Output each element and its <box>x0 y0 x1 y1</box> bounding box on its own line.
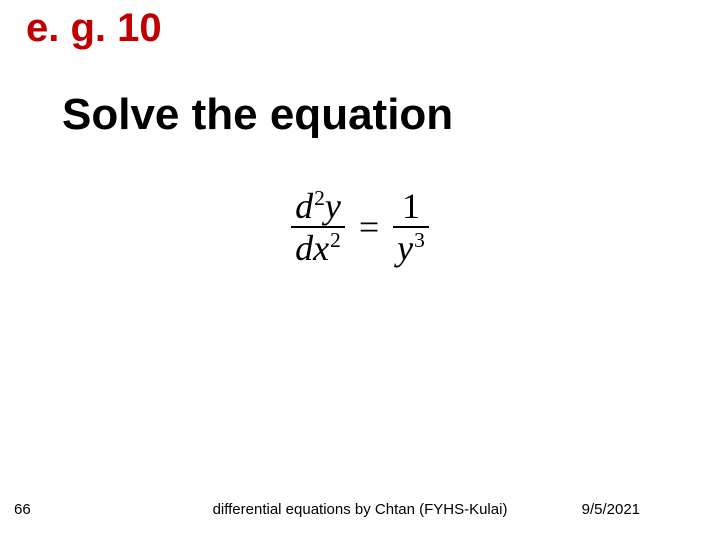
lhs-fraction: d2y dx2 <box>291 186 345 268</box>
rhs-den-y: y <box>397 228 413 268</box>
equation: d2y dx2 = 1 y3 <box>230 186 490 268</box>
rhs-fraction: 1 y3 <box>393 186 429 268</box>
lhs-denominator: dx2 <box>291 228 345 268</box>
rhs-numerator: 1 <box>398 186 424 226</box>
lhs-den-sup: 2 <box>330 228 341 252</box>
lhs-den-dx: dx <box>295 228 329 268</box>
lhs-num-sup: 2 <box>314 186 325 210</box>
slide-subtitle: Solve the equation <box>62 90 453 140</box>
example-title: e. g. 10 <box>26 6 162 51</box>
rhs-den-sup: 3 <box>414 228 425 252</box>
equals-sign: = <box>359 206 379 248</box>
rhs-denominator: y3 <box>393 228 429 268</box>
slide: e. g. 10 Solve the equation d2y dx2 = 1 … <box>0 0 720 540</box>
lhs-numerator: d2y <box>291 186 345 226</box>
footer-date: 9/5/2021 <box>582 501 640 518</box>
lhs-num-d: d <box>295 186 313 226</box>
lhs-num-y: y <box>325 186 341 226</box>
